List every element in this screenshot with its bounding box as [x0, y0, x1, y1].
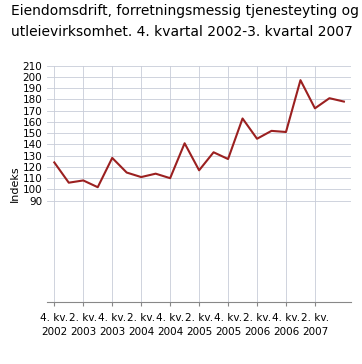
Text: 2006: 2006: [273, 327, 299, 337]
Text: 2. kv.: 2. kv.: [69, 313, 97, 323]
Text: Eiendomsdrift, forretningsmessig tjenesteyting og: Eiendomsdrift, forretningsmessig tjenest…: [11, 4, 359, 17]
Text: 2004: 2004: [128, 327, 154, 337]
Text: 2003: 2003: [99, 327, 125, 337]
Text: 2005: 2005: [186, 327, 212, 337]
Text: 2007: 2007: [302, 327, 328, 337]
Text: 4. kv.: 4. kv.: [98, 313, 126, 323]
Text: 2. kv.: 2. kv.: [185, 313, 213, 323]
Text: 4. kv.: 4. kv.: [214, 313, 242, 323]
Text: utleievirksomhet. 4. kvartal 2002-3. kvartal 2007: utleievirksomhet. 4. kvartal 2002-3. kva…: [11, 25, 353, 39]
Text: 2005: 2005: [215, 327, 241, 337]
Text: 2. kv.: 2. kv.: [127, 313, 155, 323]
Text: 2004: 2004: [157, 327, 183, 337]
Y-axis label: Indeks: Indeks: [10, 166, 20, 202]
Text: 4. kv.: 4. kv.: [40, 313, 68, 323]
Text: 2002: 2002: [41, 327, 67, 337]
Text: 2. kv.: 2. kv.: [301, 313, 329, 323]
Text: 4. kv.: 4. kv.: [272, 313, 300, 323]
Text: 4. kv.: 4. kv.: [156, 313, 184, 323]
Text: 2006: 2006: [244, 327, 270, 337]
Text: 2003: 2003: [70, 327, 96, 337]
Text: 2. kv.: 2. kv.: [243, 313, 271, 323]
